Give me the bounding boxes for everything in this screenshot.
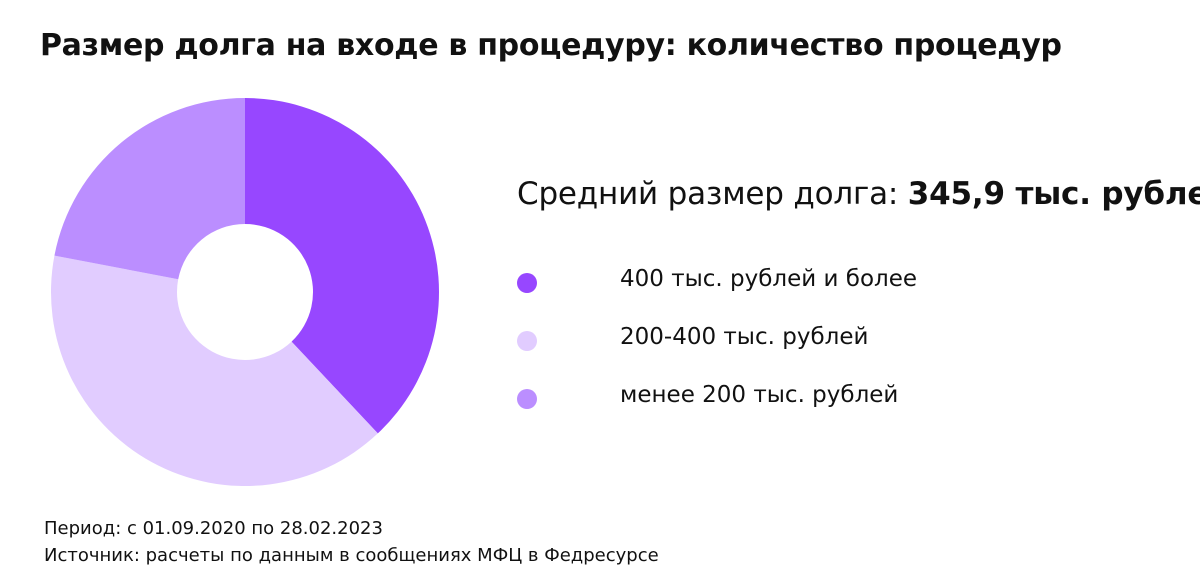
donut-chart bbox=[50, 98, 439, 486]
legend-label: менее 200 тыс. рублей bbox=[620, 382, 899, 408]
donut-slice bbox=[50, 255, 378, 486]
legend-swatch bbox=[517, 331, 537, 351]
legend-swatch bbox=[517, 389, 537, 409]
average-debt-label: Средний размер долга: bbox=[517, 176, 899, 212]
legend-swatch bbox=[517, 273, 537, 293]
average-debt: Средний размер долга: 345,9 тыс. рублей bbox=[517, 176, 1200, 212]
average-debt-value: 345,9 тыс. рублей bbox=[907, 176, 1200, 212]
donut-slice bbox=[54, 98, 245, 280]
period-note: Период: с 01.09.2020 по 28.02.2023 bbox=[44, 518, 383, 539]
legend-label: 200-400 тыс. рублей bbox=[620, 324, 869, 350]
source-note: Источник: расчеты по данным в сообщениях… bbox=[44, 545, 659, 566]
donut-slice bbox=[245, 98, 439, 434]
donut-slices bbox=[50, 98, 439, 486]
chart-title: Размер долга на входе в процедуру: колич… bbox=[40, 28, 1062, 63]
legend-label: 400 тыс. рублей и более bbox=[620, 266, 918, 292]
